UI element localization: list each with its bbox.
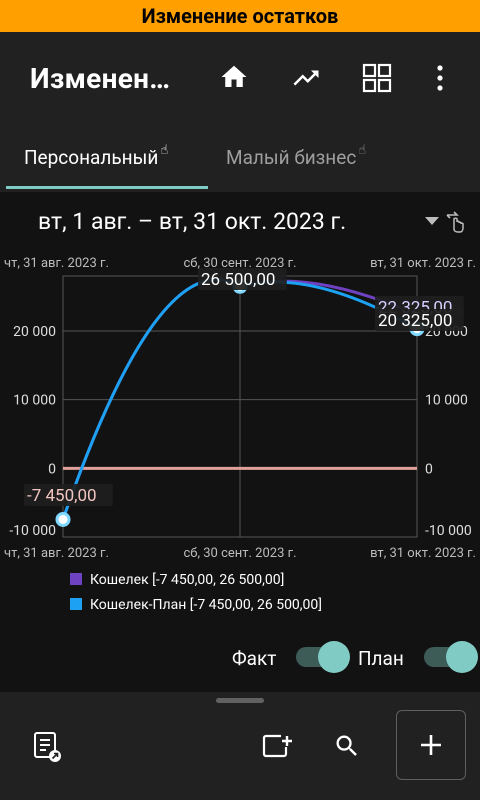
data-label-bg bbox=[198, 268, 287, 290]
legend-item-fact: Кошелек [-7 450,00, 26 500,00] bbox=[70, 572, 284, 588]
legend-swatch-plan bbox=[70, 598, 82, 610]
report-icon[interactable] bbox=[33, 732, 63, 764]
balance-chart[interactable]: чт, 31 авг. 2023 г. чт, 31 авг. 2023 г. сб… bbox=[0, 252, 480, 692]
tab-small-business-label: Малый бизнес bbox=[226, 146, 357, 169]
add-button[interactable] bbox=[396, 710, 466, 780]
legend-label-fact: Кошелек [-7 450,00, 26 500,00] bbox=[90, 572, 285, 588]
switch-thumb bbox=[446, 641, 478, 673]
tab-bar: Персональный ☝ Малый бизнес ☝ bbox=[0, 124, 480, 192]
search-icon[interactable] bbox=[333, 732, 361, 760]
toggle-fact-label: Факт bbox=[232, 647, 277, 670]
data-label: 26 500,00 bbox=[201, 270, 275, 290]
bottom-bar bbox=[0, 692, 480, 800]
legend-item-plan: Кошелек-План [-7 450,00, 26 500,00] bbox=[70, 597, 322, 613]
swipe-icon[interactable] bbox=[443, 210, 465, 234]
x-tick-label-bottom: сб, 30 сент. 2023 г. bbox=[183, 546, 296, 561]
y-tick-label-right: -10 000 bbox=[425, 523, 472, 539]
date-range-row[interactable]: вт, 1 авг. – вт, 31 окт. 2023 г. bbox=[0, 192, 480, 252]
banner-title: Изменение остатков bbox=[0, 0, 480, 32]
switch-thumb bbox=[318, 641, 350, 673]
tab-personal[interactable]: Персональный ☝ bbox=[24, 143, 169, 169]
add-icon bbox=[421, 735, 441, 755]
page-title: Изменен… bbox=[30, 62, 171, 95]
toggle-plan-switch[interactable] bbox=[424, 641, 478, 673]
y-tick-label-left: 20 000 bbox=[13, 324, 56, 340]
y-tick-label-left: -10 000 bbox=[9, 523, 56, 539]
y-tick-label-right: 10 000 bbox=[425, 393, 468, 409]
data-point-marker bbox=[55, 511, 71, 527]
add-box-icon[interactable] bbox=[262, 734, 292, 760]
legend-label-plan: Кошелек-План [-7 450,00, 26 500,00] bbox=[90, 597, 323, 613]
x-tick-label-top: чт, 31 авг. 2023 г. bbox=[4, 256, 109, 271]
tap-icon: ☝ bbox=[160, 143, 169, 158]
x-tick-label-top: сб, 30 сент. 2023 г. bbox=[183, 256, 296, 271]
trending-up-icon[interactable] bbox=[290, 63, 322, 93]
x-tick-label-bottom: чт, 31 авг. 2023 г. bbox=[4, 546, 109, 561]
more-vert-icon[interactable] bbox=[432, 64, 448, 92]
y-tick-label-right: 0 bbox=[425, 461, 433, 477]
data-label-bg bbox=[375, 309, 464, 331]
tab-personal-label: Персональный bbox=[24, 146, 159, 169]
toggle-fact-switch[interactable] bbox=[296, 641, 350, 673]
app-bar: Изменен… bbox=[0, 32, 480, 124]
data-label: -7 450,00 bbox=[27, 486, 97, 506]
y-tick-label-left: 0 bbox=[48, 461, 56, 477]
data-label-bg bbox=[24, 484, 113, 506]
home-icon[interactable] bbox=[219, 62, 249, 92]
dashboard-icon[interactable] bbox=[362, 63, 392, 93]
dropdown-icon[interactable] bbox=[424, 216, 440, 226]
tab-small-business[interactable]: Малый бизнес ☝ bbox=[226, 143, 367, 169]
tab-indicator bbox=[6, 186, 208, 189]
y-tick-label-left: 10 000 bbox=[13, 393, 56, 409]
drag-handle[interactable] bbox=[216, 698, 264, 703]
data-label: 20 325,00 bbox=[378, 311, 452, 331]
x-tick-label-bottom: вт, 31 окт. 2023 г. bbox=[370, 546, 476, 561]
toggle-plan-label: План bbox=[358, 647, 404, 670]
chart-svg: чт, 31 авг. 2023 г. чт, 31 авг. 2023 г. сб… bbox=[4, 256, 476, 561]
tap-icon: ☝ bbox=[358, 143, 367, 158]
date-range-label: вт, 1 авг. – вт, 31 окт. 2023 г. bbox=[38, 208, 347, 235]
legend-swatch-fact bbox=[70, 573, 82, 585]
x-tick-label-top: вт, 31 окт. 2023 г. bbox=[370, 256, 476, 271]
